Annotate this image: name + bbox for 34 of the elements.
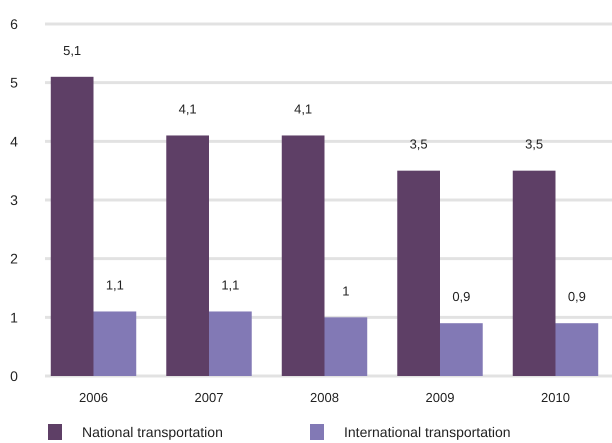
x-tick-label: 2008 [310,390,339,405]
data-label: 1 [342,283,350,298]
y-tick-label: 4 [10,133,18,150]
y-tick-label: 5 [10,74,18,91]
data-label: 4,1 [294,101,312,116]
x-tick-label: 2010 [541,390,570,405]
y-tick-label: 2 [10,250,18,267]
data-label: 0,9 [452,289,470,304]
data-label: 5,1 [63,42,82,58]
y-tick-label: 6 [10,16,18,32]
data-label: 4,1 [178,101,197,116]
x-tick-label: 2007 [194,390,224,405]
x-tick-label: 2009 [426,390,454,405]
bar [440,323,483,376]
bar [94,311,136,376]
bar [50,76,94,376]
y-tick-label: 0 [10,368,18,384]
bar [512,170,556,376]
y-tick-label: 1 [10,309,18,326]
data-label: 1,1 [221,277,240,292]
data-label: 3,5 [410,136,428,152]
bar [555,323,598,376]
bar [282,135,324,376]
bar [166,135,210,376]
legend-label: International transportation [344,424,511,440]
y-tick-label: 3 [10,192,18,208]
data-label: 3,5 [525,136,544,152]
data-label: 0,9 [568,289,586,304]
data-label: 1,1 [106,277,124,292]
x-tick-label: 2006 [79,390,108,405]
bar [324,317,368,376]
bar [397,170,440,376]
bar [209,311,252,376]
legend-label: National transportation [82,424,223,440]
